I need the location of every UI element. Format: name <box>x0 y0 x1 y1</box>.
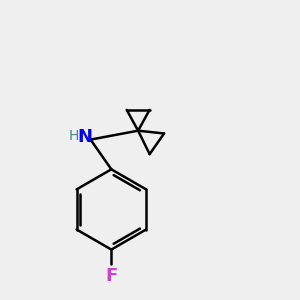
Text: F: F <box>105 267 118 285</box>
Text: H: H <box>69 129 80 143</box>
Text: N: N <box>78 128 93 146</box>
